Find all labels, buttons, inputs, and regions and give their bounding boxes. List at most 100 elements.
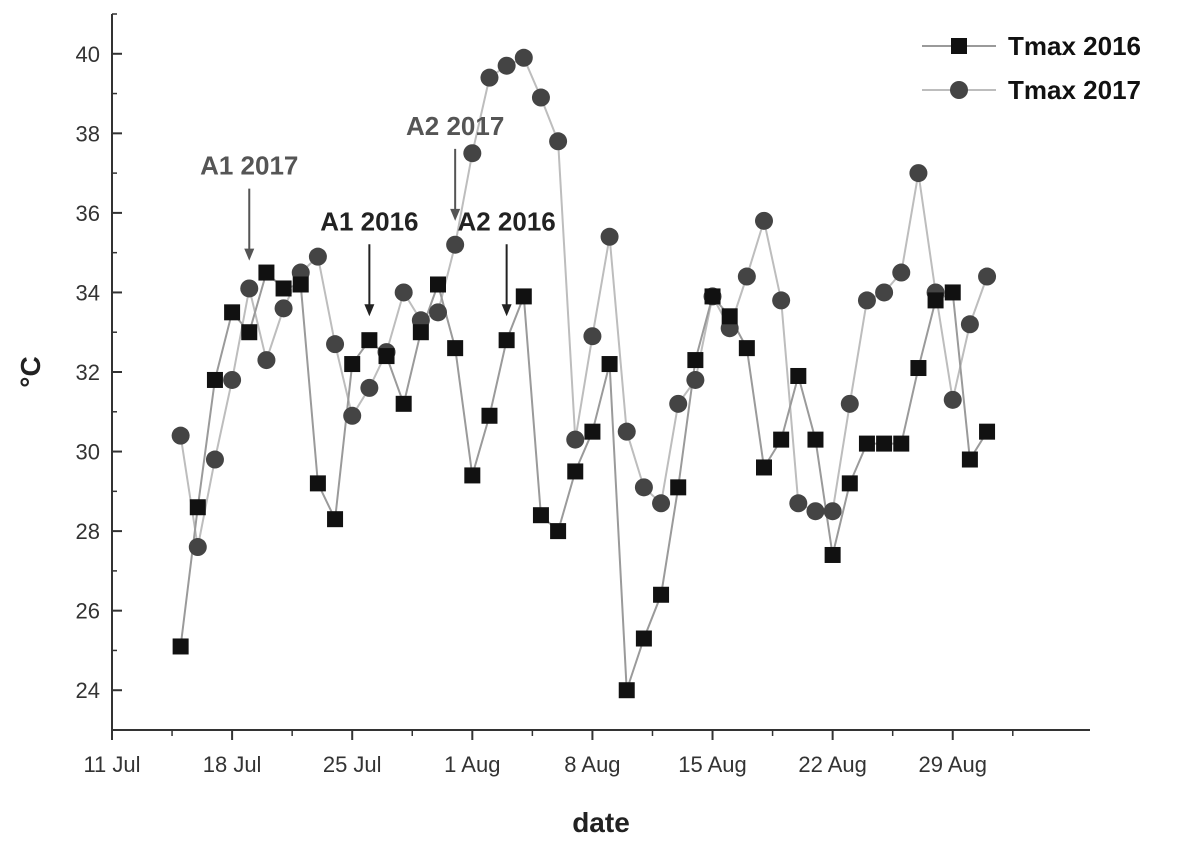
series-lines: [179, 56, 989, 691]
tmax-2016-point: [841, 475, 858, 492]
tmax-2017-point: [257, 351, 276, 370]
tmax-2016-point: [721, 308, 738, 325]
tmax-2017-point: [463, 144, 482, 163]
tmax-2017-point: [360, 378, 379, 397]
tmax-2016-point: [944, 284, 961, 301]
tmax-2016-point: [790, 367, 807, 384]
tmax-2017-point: [566, 430, 585, 449]
legend-marker-tmax-2016: [951, 38, 967, 54]
tmax-2016-point: [532, 507, 549, 524]
tmax-2016-point: [584, 423, 601, 440]
annotation-label: A1 2017: [200, 151, 298, 181]
x-tick-label: 15 Aug: [678, 752, 747, 777]
tmax-2016-point: [687, 352, 704, 369]
tmax-2016-point: [635, 630, 652, 647]
tmax-2016-point: [224, 304, 241, 321]
tmax-2017-point: [909, 164, 928, 183]
tmax-2017-point: [326, 335, 345, 354]
legend-marker-tmax-2017: [950, 81, 968, 99]
tmax-2017-point: [514, 48, 533, 67]
x-tick-label: 22 Aug: [798, 752, 867, 777]
tmax-2017-point: [960, 315, 979, 334]
y-axis-title: °C: [15, 356, 46, 387]
tmax-2016-point: [876, 435, 893, 452]
tmax-2017-point: [823, 502, 842, 521]
tmax-2016-point: [412, 324, 429, 341]
y-tick-label: 26: [76, 599, 100, 624]
legend-label-tmax-2017: Tmax 2017: [1008, 75, 1141, 105]
tmax-2017-point: [806, 502, 825, 521]
tmax-2016-point: [275, 280, 292, 297]
tmax-2016-point: [893, 435, 910, 452]
tmax-2016-point: [498, 332, 515, 349]
legend: Tmax 2016 Tmax 2017: [922, 31, 1141, 105]
tmax-2017-point: [394, 283, 413, 302]
tmax-2017-point: [497, 56, 516, 75]
tmax-2016-point: [292, 276, 309, 293]
tmax-2016-point: [447, 340, 464, 357]
annotation-label: A2 2016: [457, 206, 555, 236]
tmax-2016-point: [824, 546, 841, 563]
y-tick-label: 34: [76, 280, 100, 305]
tmax-2017-point: [549, 132, 568, 151]
tmax-2016-point: [327, 511, 344, 528]
tmax-2017-point: [857, 291, 876, 310]
tmax-2016-point: [378, 348, 395, 365]
tmax-2017-point: [480, 68, 499, 87]
tmax-2016-point: [172, 638, 189, 655]
tmax-2017-point: [240, 279, 259, 298]
y-tick-label: 30: [76, 440, 100, 465]
x-tick-label: 29 Aug: [918, 752, 987, 777]
tmax-2017-point: [171, 426, 190, 445]
tmax-2017-point: [188, 538, 207, 557]
tmax-2016-point: [241, 324, 258, 341]
y-tick-label: 36: [76, 201, 100, 226]
tmax-2017-point: [274, 299, 293, 318]
tmax-2017-point: [223, 370, 242, 389]
y-tick-label: 40: [76, 42, 100, 67]
y-tick-label: 24: [76, 678, 100, 703]
tmax-2016-point: [550, 523, 567, 540]
x-tick-label: 8 Aug: [564, 752, 620, 777]
annotations: A1 2017 A1 2016 A2 2017 A2 2016: [200, 111, 556, 317]
tmax-2017-point: [600, 227, 619, 246]
tmax-2017-point: [892, 263, 911, 282]
tmax-2016-point: [773, 431, 790, 448]
tmax-2016-point: [344, 356, 361, 373]
y-tick-label: 32: [76, 360, 100, 385]
tmax-2017-point: [429, 303, 447, 322]
tmax-2017-point: [840, 394, 859, 413]
tmax-2017-point: [634, 478, 653, 497]
tmax-2017-point: [205, 450, 224, 469]
x-tick-label: 11 Jul: [83, 752, 140, 777]
tmax-2016-point: [858, 435, 875, 452]
annotation-arrow-head: [450, 208, 461, 221]
tmax-2016-point: [430, 276, 446, 293]
tmax-2017-point: [789, 494, 808, 513]
tmax-2016-point: [361, 332, 378, 349]
tmax-2016-point: [927, 292, 944, 309]
tmax-2017-point: [652, 494, 671, 513]
annotation-arrow-head: [244, 248, 255, 261]
x-tick-label: 25 Jul: [323, 752, 382, 777]
tmax-2016-point: [515, 288, 532, 305]
annotation-label: A2 2017: [406, 111, 504, 141]
tmax-2016-point: [258, 264, 275, 281]
x-axis-title: date: [572, 807, 630, 838]
tmax-2016-point: [807, 431, 824, 448]
tmax-2017-point: [617, 422, 636, 441]
y-tick-label: 28: [76, 519, 100, 544]
legend-label-tmax-2016: Tmax 2016: [1008, 31, 1141, 61]
tmax-2016-point: [756, 459, 772, 476]
tmax-2016-point: [738, 340, 755, 357]
tmax-2016-point: [670, 479, 687, 496]
tmax-2017-point: [669, 394, 688, 413]
tmax-2016-point: [395, 395, 412, 412]
tmax-2017-point: [875, 283, 894, 302]
tmax-2016-point: [653, 586, 670, 603]
tmax-2017-point: [583, 327, 602, 346]
tmax-2017-point: [531, 88, 550, 107]
tmax-2017-point: [755, 211, 773, 230]
tmax-2016-point: [618, 682, 635, 699]
